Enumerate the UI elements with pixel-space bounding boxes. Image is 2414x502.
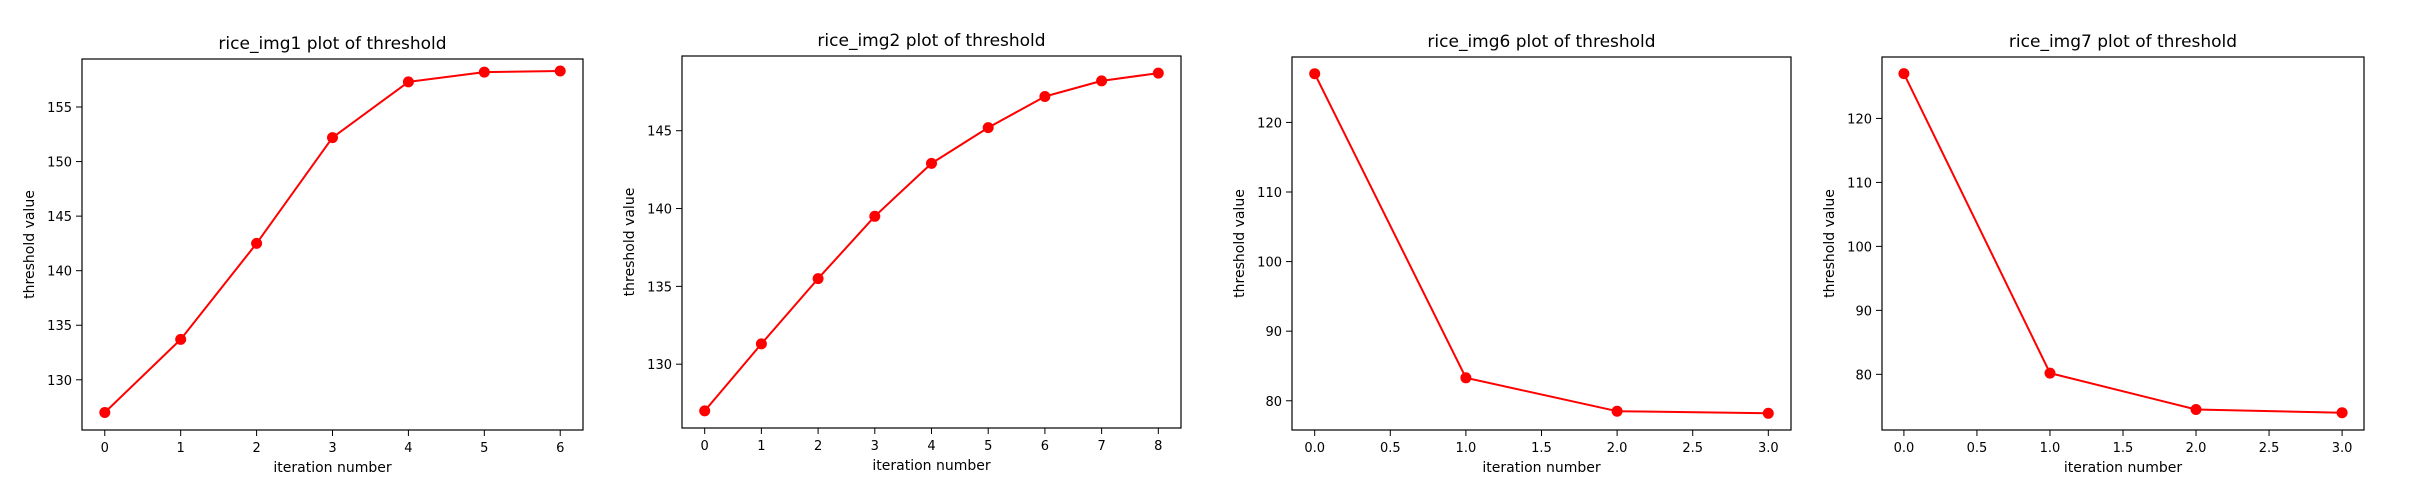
data-point — [175, 333, 187, 345]
data-point — [2190, 404, 2202, 415]
x-tick-label: 1.5 — [2113, 441, 2134, 456]
data-point — [699, 405, 711, 417]
plot-frame — [681, 55, 1182, 429]
x-tick-label: 2.5 — [2259, 441, 2280, 456]
x-tick-label: 0.0 — [1304, 441, 1325, 456]
x-axis-label: iteration number — [2064, 460, 2182, 476]
data-point — [1309, 68, 1321, 80]
y-tick-label: 140 — [47, 265, 72, 280]
y-tick-label: 150 — [47, 156, 72, 171]
x-tick-label: 3 — [328, 441, 336, 456]
x-tick-label: 2.5 — [1682, 441, 1703, 456]
x-tick-label: 6 — [556, 441, 564, 456]
x-tick-label: 2 — [814, 439, 822, 454]
x-axis-label: iteration number — [1482, 460, 1600, 476]
x-tick-label: 4 — [927, 439, 935, 454]
y-tick-label: 100 — [1257, 256, 1282, 271]
x-tick-label: 0.0 — [1894, 441, 1915, 456]
x-tick-label: 6 — [1041, 439, 1049, 454]
y-tick-label: 155 — [47, 101, 72, 116]
y-tick-label: 80 — [1855, 368, 1872, 383]
data-point — [554, 65, 566, 77]
x-tick-label: 0 — [101, 441, 109, 456]
data-point — [1039, 91, 1051, 102]
x-tick-label: 3.0 — [1758, 441, 1779, 456]
y-tick-label: 90 — [1265, 325, 1282, 340]
chart-panel: rice_img6 plot of threshold 0.0 0.5 1.0 1.5 2… — [1232, 32, 1792, 476]
data-point — [812, 273, 824, 285]
data-point — [982, 122, 994, 134]
x-axis-label: iteration number — [872, 458, 990, 474]
x-tick-label: 1.5 — [1531, 441, 1552, 456]
y-tick-label: 110 — [1257, 186, 1282, 201]
x-tick-label: 7 — [1097, 439, 1105, 454]
data-point — [1898, 68, 1910, 80]
data-point — [327, 132, 338, 144]
y-axis-label: threshold value — [622, 188, 638, 297]
data-point — [926, 157, 937, 169]
data-point — [478, 66, 490, 78]
plot-frame — [1881, 56, 2365, 431]
x-tick-label: 0 — [701, 439, 709, 454]
data-point — [869, 210, 881, 222]
x-tick-label: 0.5 — [1380, 441, 1401, 456]
data-point — [755, 338, 767, 350]
y-tick-label: 130 — [47, 374, 72, 389]
y-tick-label: 120 — [1257, 116, 1282, 131]
data-point — [99, 407, 111, 418]
x-tick-label: 2.0 — [2186, 441, 2207, 456]
y-tick-label: 145 — [47, 210, 72, 225]
x-tick-label: 5 — [480, 441, 488, 456]
x-tick-label: 1 — [757, 439, 765, 454]
x-tick-label: 5 — [984, 439, 992, 454]
chart-panel: rice_img7 plot of threshold 0.0 0.5 1.0 1.5 2… — [1822, 32, 2365, 476]
y-tick-label: 135 — [647, 280, 672, 295]
x-tick-label: 2.0 — [1607, 441, 1628, 456]
plot-frame — [1291, 56, 1792, 431]
chart-title: rice_img6 plot of threshold — [1427, 32, 1655, 52]
x-tick-label: 3.0 — [2332, 441, 2353, 456]
y-tick-label: 140 — [647, 203, 672, 218]
y-tick-label: 80 — [1265, 395, 1282, 410]
data-point — [1096, 75, 1108, 87]
x-tick-label: 1.0 — [2040, 441, 2061, 456]
chart-title: rice_img2 plot of threshold — [817, 31, 1045, 51]
x-tick-label: 1.0 — [1456, 441, 1477, 456]
data-point — [251, 237, 263, 249]
y-tick-label: 135 — [47, 319, 72, 334]
y-axis-label: threshold value — [1822, 189, 1838, 298]
x-tick-label: 2 — [252, 441, 260, 456]
y-tick-label: 120 — [1847, 112, 1872, 127]
chart-panel: rice_img1 plot of threshold 0 1 2 3 4 5 6 130 135… — [22, 34, 584, 476]
x-tick-label: 0.5 — [1967, 441, 1988, 456]
y-tick-label: 100 — [1847, 240, 1872, 255]
data-point — [402, 76, 414, 88]
y-tick-label: 130 — [647, 358, 672, 373]
y-tick-label: 90 — [1855, 304, 1872, 319]
y-tick-label: 110 — [1847, 176, 1872, 191]
data-point — [1611, 405, 1623, 417]
y-tick-label: 145 — [647, 125, 672, 140]
x-axis-label: iteration number — [273, 460, 391, 476]
y-axis-label: threshold value — [22, 190, 38, 299]
x-tick-label: 8 — [1154, 439, 1162, 454]
plot-frame — [81, 58, 584, 431]
data-point — [1152, 67, 1164, 79]
x-tick-label: 1 — [177, 441, 185, 456]
data-point — [1762, 407, 1774, 419]
chart-title: rice_img7 plot of threshold — [2009, 32, 2237, 52]
chart-panel: rice_img2 plot of threshold 0 1 2 3 4 5 6 7 8 130 1… — [622, 31, 1182, 474]
data-point — [2336, 407, 2348, 419]
y-axis-label: threshold value — [1232, 189, 1248, 298]
x-tick-label: 3 — [871, 439, 879, 454]
series-line — [1313, 73, 1769, 415]
data-point — [2044, 367, 2056, 379]
series-line — [1903, 73, 2343, 414]
data-point — [1460, 372, 1472, 384]
x-tick-label: 4 — [404, 441, 412, 456]
chart-title: rice_img1 plot of threshold — [218, 34, 446, 54]
